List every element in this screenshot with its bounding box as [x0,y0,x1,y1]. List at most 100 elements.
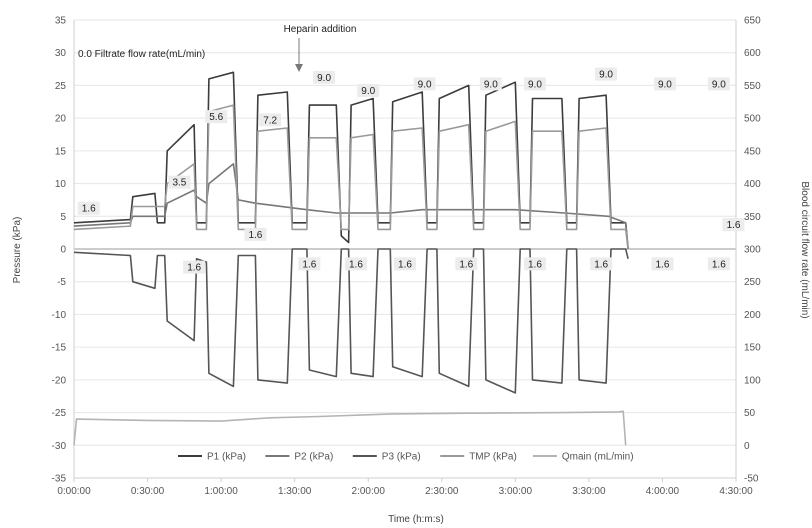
y-right-tick-label: 350 [744,212,761,223]
flow-label-box [344,257,367,271]
y-right-tick-label: 550 [744,81,761,92]
legend-label: Qmain (mL/min) [562,452,634,463]
flow-label: 1.6 [594,259,608,270]
x-tick-label: 3:00:00 [499,486,533,497]
flow-label: 1.6 [82,204,96,215]
x-axis-ticks: 0:00:00 0:30:00 1:00:00 1:30:00 2:00:00 2:30:… [57,478,753,497]
y-right-tick-label: 200 [744,310,761,321]
flow-label-box [523,77,546,91]
series-p2-line [73,163,629,250]
y-right-tick-label: 0 [744,441,750,452]
y-right-tick-label: 300 [744,245,761,256]
flow-label: 5.6 [209,112,223,123]
flow-label-box [357,83,380,97]
x-axis-title: Time (h:m:s) [388,514,444,525]
flow-label: 9.0 [361,86,375,97]
x-tick-label: 2:30:00 [425,486,459,497]
y-left-tick-label: -30 [52,441,67,452]
flow-label: 3.5 [172,178,186,189]
flow-label-box [523,257,546,271]
flow-label: 1.6 [727,220,741,231]
right-axis-ticks: -50 0 50 100 150 200 250 300 350 400 450 500 550 600 6… [744,16,761,485]
flow-label-box [313,70,336,84]
y-left-tick-label: -5 [57,277,66,288]
flow-label: 1.6 [302,259,316,270]
flow-label-box [394,257,416,271]
flow-label: 9.0 [712,79,726,90]
flow-label-box [707,77,730,91]
flow-label-box [77,201,100,215]
flow-label: 9.0 [317,73,331,84]
x-tick-label: 3:30:00 [572,486,606,497]
heparin-arrow-head [295,64,303,72]
y-left-tick-label: 0 [60,245,66,256]
left-axis-ticks: -35 -30 -25 -20 -15 -10 -5 0 5 10 15 20 25 30 35 [52,16,67,485]
flow-label: 1.6 [248,230,262,241]
flow-label-box [168,175,191,189]
flow-label: 9.0 [418,79,432,90]
x-tick-label: 4:30:00 [719,486,753,497]
legend-label: P1 (kPa) [207,452,246,463]
flow-label: 1.6 [459,259,473,270]
y-left-axis-title: Pressure (kPa) [12,217,23,284]
y-left-tick-label: 10 [55,179,67,190]
flow-label: 7.2 [263,115,277,126]
y-right-tick-label: 450 [744,146,761,157]
flow-label-box [653,77,676,91]
flow-label: 9.0 [484,79,498,90]
y-right-axis-title: Blood circuit flow rate (mL/min) [799,181,810,318]
series-layer [73,71,629,446]
x-tick-label: 0:30:00 [131,486,165,497]
y-left-tick-label: 35 [55,16,67,27]
flow-label-box [651,257,674,271]
y-right-tick-label: 100 [744,375,761,386]
flow-label-box [205,110,228,124]
flow-label: 1.6 [655,259,669,270]
legend-label: TMP (kPa) [469,452,517,463]
flow-label-box [244,227,267,241]
y-right-tick-label: 650 [744,16,761,27]
flow-label: 1.6 [349,259,363,270]
x-tick-label: 1:30:00 [278,486,312,497]
flow-label: 1.6 [528,259,542,270]
x-tick-label: 1:00:00 [204,486,238,497]
series-p3-line [73,248,629,394]
y-left-tick-label: 20 [55,114,67,125]
legend: P1 (kPa) P2 (kPa) P3 (kPa) TMP (kPa) Qmain (… [178,452,634,463]
y-left-tick-label: -10 [52,310,67,321]
flow-label-box [479,77,502,91]
y-right-tick-label: 400 [744,179,761,190]
y-left-tick-label: -20 [52,375,67,386]
y-right-tick-label: 500 [744,114,761,125]
y-left-tick-label: 15 [55,146,67,157]
flow-label-box [298,257,321,271]
y-right-tick-label: 150 [744,343,761,354]
y-right-tick-label: 250 [744,277,761,288]
x-tick-label: 0:00:00 [57,486,91,497]
legend-label: P2 (kPa) [294,452,333,463]
y-left-tick-label: -25 [52,408,67,419]
flow-label: 9.0 [599,70,613,81]
flow-label-box [455,257,478,271]
flow-label-box [595,67,618,81]
flow-label: 1.6 [398,259,412,270]
y-left-tick-label: -35 [52,474,67,485]
y-left-tick-label: 5 [60,212,66,223]
y-right-tick-label: 50 [744,408,756,419]
y-left-tick-label: 25 [55,81,67,92]
flow-label-box [707,257,730,271]
x-tick-label: 4:00:00 [646,486,680,497]
legend-label: P3 (kPa) [382,452,421,463]
flow-label-box [259,113,282,127]
gridlines [73,19,737,479]
flow-label-box [722,218,745,232]
series-qmain-line [73,410,627,446]
flow-labels: 1.6 3.5 5.6 1.6 1.6 7.2 1.6 9.0 9.0 1.6 9.0 1.6 9.0 1… [77,67,745,274]
flow-label-box [183,260,206,274]
series-tmp-line [73,104,629,250]
filtrate-flow-header: 0.0 Filtrate flow rate(mL/min) [78,49,205,60]
y-left-tick-label: -15 [52,343,67,354]
heparin-annotation: Heparin addition [284,24,357,35]
flow-label-box [590,257,613,271]
